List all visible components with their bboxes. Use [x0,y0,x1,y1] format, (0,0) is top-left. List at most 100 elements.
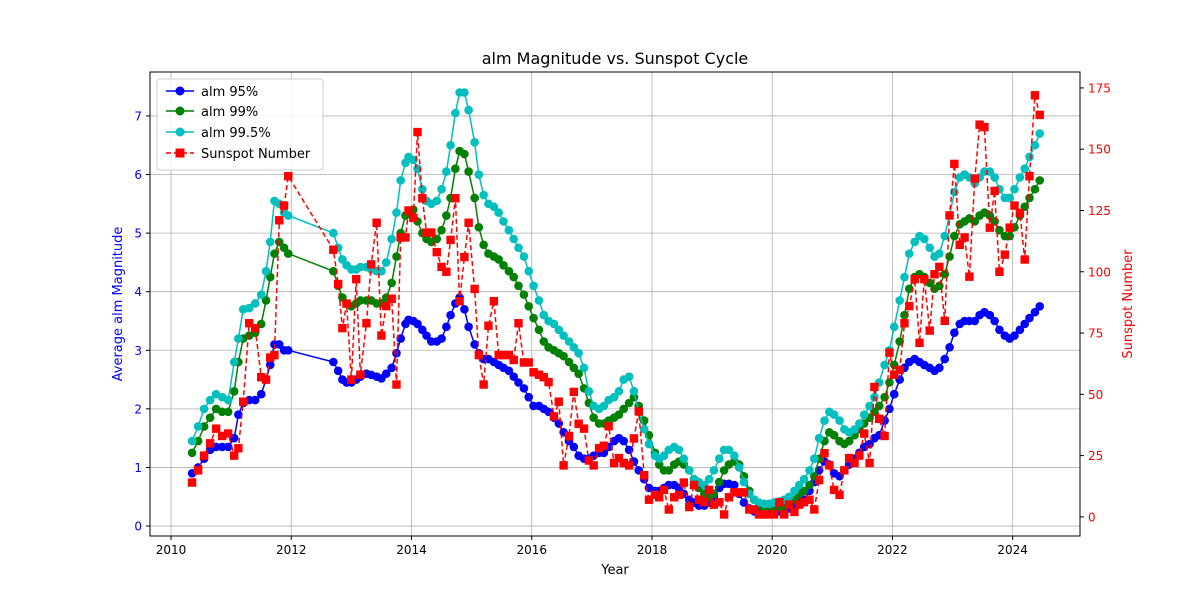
point-alm-995-152 [985,167,995,176]
point-alm-995-133 [889,322,899,332]
point-sunspot-123 [840,466,849,475]
y-right-tick-label-0: 0 [1088,510,1096,524]
point-sunspot-28 [372,218,381,227]
point-alm-99-130 [874,401,884,411]
point-sunspot-73 [589,461,598,470]
point-alm-995-159 [1020,164,1029,173]
point-sunspot-130 [875,414,884,424]
point-alm-995-55 [499,217,508,226]
point-alm-995-139 [919,234,929,244]
point-alm-95-158 [1015,325,1025,335]
point-sunspot-158 [1015,208,1025,218]
point-sunspot-57 [509,355,518,365]
point-alm-995-102 [734,463,744,472]
point-alm-995-157 [1010,184,1019,194]
point-alm-99-67 [559,351,568,361]
point-alm-995-127 [859,410,869,420]
legend-marker-alm-99 [175,106,185,116]
point-alm-95-161 [1030,307,1040,317]
point-sunspot-8 [234,444,243,453]
point-sunspot-148 [965,272,974,281]
point-alm-995-67 [559,331,568,340]
point-alm-99-116 [805,480,814,490]
point-sunspot-109 [769,510,779,519]
point-alm-995-2 [199,404,209,414]
point-alm-995-38 [418,184,427,194]
point-sunspot-80 [624,461,634,470]
point-alm-995-77 [609,392,619,402]
point-alm-95-143 [940,354,950,364]
point-alm-99-162 [1035,176,1045,185]
y-right-tick-label-5: 125 [1088,204,1111,218]
point-alm-99-56 [504,266,514,276]
legend-box [156,78,324,171]
legend-label-alm-995: alm 99.5% [201,126,271,141]
point-sunspot-119 [820,448,829,458]
point-alm-99-49 [470,193,479,203]
point-alm-99-136 [904,284,914,294]
legend: alm 95% alm 99% alm 99.5% Sunspot Number [156,78,324,171]
point-sunspot-47 [460,252,469,262]
point-alm-95-37 [413,319,422,329]
y-left-tick-label-6: 6 [134,168,142,182]
point-alm-995-113 [790,486,799,496]
series-sunspot [187,91,1044,519]
point-alm-995-78 [614,386,624,396]
point-alm-95-142 [935,363,944,373]
point-alm-99-7 [229,386,239,396]
point-alm-99-59 [519,290,529,299]
point-sunspot-106 [754,510,764,519]
point-sunspot-67 [559,461,568,470]
point-sunspot-90 [674,490,684,500]
point-sunspot-86 [654,493,664,502]
point-sunspot-11 [251,323,260,333]
point-alm-95-39 [422,331,431,340]
point-alm-995-66 [554,325,564,335]
axes: 2010 2012 2014 2016 2018 2020 2022 2024 0 1 2 3 4 5 6 7… [134,81,1111,557]
point-sunspot-34 [401,233,410,242]
point-alm-95-160 [1025,313,1034,323]
point-sunspot-75 [599,441,609,450]
point-sunspot-65 [549,412,559,421]
series-group [187,88,1045,519]
point-alm-995-116 [805,466,814,475]
point-alm-995-80 [624,372,634,381]
point-sunspot-37 [413,127,422,137]
point-sunspot-40 [427,228,436,237]
point-sunspot-30 [382,301,391,311]
point-alm-995-96 [704,474,714,484]
point-sunspot-111 [780,510,789,519]
x-tick-label-2: 2014 [396,543,427,557]
point-sunspot-33 [396,233,405,242]
point-sunspot-99 [719,510,729,519]
y-left-tick-label-1: 1 [134,461,142,475]
point-sunspot-58 [514,319,523,328]
point-alm-995-153 [990,173,999,182]
point-alm-995-122 [835,416,844,425]
point-alm-995-1 [193,422,203,431]
point-alm-95-59 [519,384,529,393]
point-sunspot-135 [900,319,909,328]
axes-frame [149,71,1081,537]
point-sunspot-36 [409,213,418,223]
point-alm-95-5 [217,442,227,452]
point-alm-995-33 [396,176,405,185]
point-sunspot-131 [880,431,889,441]
point-alm-995-115 [799,474,809,484]
point-alm-95-60 [524,392,534,402]
point-sunspot-51 [479,380,488,389]
point-sunspot-1 [193,466,203,475]
point-alm-995-54 [494,208,503,217]
y-left-tick-label-4: 4 [134,285,142,299]
point-sunspot-17 [279,201,289,210]
point-sunspot-89 [670,493,679,502]
legend-marker-alm-95 [175,86,185,96]
point-sunspot-107 [760,510,769,519]
point-sunspot-124 [844,453,854,463]
point-alm-95-8 [234,410,243,420]
point-alm-995-65 [549,319,559,329]
point-alm-995-68 [564,337,574,346]
point-alm-995-81 [629,386,639,396]
point-sunspot-10 [244,319,254,328]
point-alm-995-143 [940,231,950,241]
